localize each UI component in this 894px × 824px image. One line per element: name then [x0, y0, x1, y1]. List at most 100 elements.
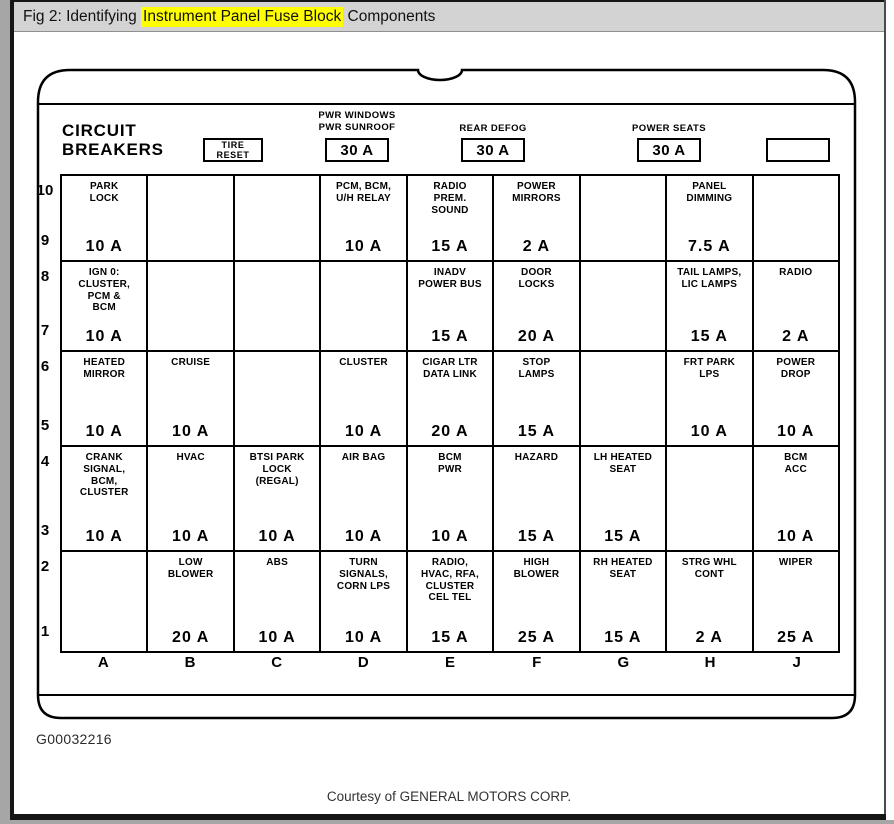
fuse-cell-a-10: PARK LOCK 10 A — [62, 176, 149, 262]
window-border-bottom — [10, 814, 886, 820]
fuse-amperage: 15 A — [431, 238, 469, 255]
fuse-label: PANEL DIMMING — [686, 181, 733, 204]
fuse-cell-f-10: POWER MIRRORS 2 A — [494, 176, 581, 262]
fuse-label: HAZARD — [514, 452, 559, 463]
fuse-label: RADIO — [779, 267, 813, 278]
fuse-label: HVAC — [176, 452, 205, 463]
column-letter-g: G — [617, 654, 630, 671]
fuse-cell-b-8 — [148, 262, 235, 352]
fuse-amperage: 15 A — [604, 528, 642, 545]
fuse-amperage: 15 A — [517, 423, 556, 440]
breaker-value: 30 A — [476, 141, 510, 159]
row-number-5: 5 — [40, 417, 50, 434]
fuse-cell-a-4: CRANK SIGNAL, BCM, CLUSTER 10 A — [62, 447, 149, 552]
fuse-cell-b-4: HVAC 10 A — [148, 447, 235, 552]
fuse-amperage: 20 A — [431, 423, 469, 440]
fuse-label: CIGAR LTR DATA LINK — [422, 357, 478, 380]
fuse-cell-g-4: LH HEATED SEAT 15 A — [580, 447, 668, 552]
fuse-cell-e-8: INADV POWER BUS 15 A — [407, 262, 495, 352]
breaker-label-line: POWER SEATS — [632, 123, 706, 134]
fuse-cell-j-10 — [753, 176, 840, 262]
fuse-cell-e-4: BCM PWR 10 A — [407, 447, 495, 552]
fuse-label: POWER MIRRORS — [512, 181, 561, 204]
breaker-box-power-seats: 30 A — [637, 138, 701, 162]
fuse-cell-a-8: IGN 0: CLUSTER, PCM & BCM 10 A — [62, 262, 149, 352]
fuse-cell-f-4: HAZARD 15 A — [494, 447, 581, 552]
fuse-label: BCM ACC — [784, 452, 808, 475]
fuse-row-pair-10-9: PARK LOCK 10 A PCM, BCM, U/H RELAY 10 A RADIO P… — [62, 176, 840, 262]
fuse-amperage: 7.5 A — [688, 238, 731, 255]
column-letter-f: F — [532, 654, 542, 671]
fuse-cell-f-2: HIGH BLOWER 25 A — [494, 552, 581, 653]
fuse-label: LOW BLOWER — [167, 557, 214, 580]
tire-reset-box: TIRE RESET — [203, 138, 263, 162]
fuse-cell-f-6: STOP LAMPS 15 A — [494, 352, 581, 447]
fuse-label: DOOR LOCKS — [518, 267, 555, 290]
fuse-label: PCM, BCM, U/H RELAY — [335, 181, 392, 204]
column-letter-a: A — [97, 654, 109, 671]
fuse-amperage: 15 A — [431, 629, 469, 646]
fuse-cell-g-8 — [580, 262, 668, 352]
breaker-label-line: REAR DEFOG — [459, 123, 527, 134]
fuse-cell-c-10 — [234, 176, 322, 262]
row-number-2: 2 — [40, 558, 50, 575]
fuse-label: TURN SIGNALS, CORN LPS — [336, 557, 391, 592]
fuse-amperage: 2 A — [782, 328, 810, 345]
window-shadow-bottom — [0, 820, 894, 824]
row-number-9: 9 — [40, 232, 50, 249]
fuse-amperage: 10 A — [431, 528, 469, 545]
column-letter-b: B — [184, 654, 196, 671]
breaker-box-rear-defog: 30 A — [461, 138, 525, 162]
tire-reset-line2: RESET — [216, 150, 250, 160]
column-letter-d: D — [357, 654, 369, 671]
fuse-cell-d-6: CLUSTER 10 A — [321, 352, 408, 447]
fuse-label: LH HEATED SEAT — [593, 452, 653, 475]
fuse-cell-d-8 — [321, 262, 408, 352]
fuse-cell-h-8: TAIL LAMPS, LIC LAMPS 15 A — [667, 262, 754, 352]
fuse-amperage: 10 A — [344, 629, 383, 646]
breaker-box-pwr-windows: 30 A — [325, 138, 389, 162]
fuse-label: TAIL LAMPS, LIC LAMPS — [677, 267, 742, 290]
fuse-cell-c-4: BTSI PARK LOCK (REGAL) 10 A — [234, 447, 322, 552]
fuse-amperage: 2 A — [522, 238, 551, 255]
fuse-cell-h-2: STRG WHL CONT 2 A — [667, 552, 754, 653]
row-number-7: 7 — [40, 322, 50, 339]
fuse-grid: PARK LOCK 10 A PCM, BCM, U/H RELAY 10 A RADIO P… — [60, 174, 840, 653]
figure-title-highlight: Instrument Panel Fuse Block — [141, 6, 344, 27]
fuse-amperage: 10 A — [258, 528, 296, 545]
fuse-amperage: 10 A — [85, 328, 123, 345]
fuse-cell-g-2: RH HEATED SEAT 15 A — [580, 552, 668, 653]
fuse-label: HEATED MIRROR — [83, 357, 126, 380]
circuit-breakers-line2: BREAKERS — [62, 140, 164, 160]
breaker-value: 30 A — [340, 141, 374, 159]
fuse-amperage: 15 A — [604, 629, 642, 646]
figure-id: G00032216 — [36, 731, 112, 747]
column-letter-h: H — [704, 654, 716, 671]
breaker-label-pwr-windows: PWR WINDOWS PWR SUNROOF — [292, 110, 422, 133]
breaker-label-rear-defog: REAR DEFOG — [428, 123, 558, 135]
fuse-cell-d-10: PCM, BCM, U/H RELAY 10 A — [321, 176, 408, 262]
fuse-amperage: 15 A — [517, 528, 556, 545]
fuse-cell-j-8: RADIO 2 A — [753, 262, 840, 352]
fuse-cell-e-2: RADIO, HVAC, RFA, CLUSTER CEL TEL 15 A — [407, 552, 495, 653]
breaker-label-power-seats: POWER SEATS — [604, 123, 734, 135]
circuit-breakers-title: CIRCUIT BREAKERS — [62, 121, 164, 159]
fuse-amperage: 2 A — [695, 629, 723, 646]
fuse-amperage: 10 A — [85, 423, 123, 440]
breaker-value: 30 A — [652, 141, 686, 159]
fuse-cell-b-2: LOW BLOWER 20 A — [148, 552, 235, 653]
fuse-cell-h-10: PANEL DIMMING 7.5 A — [667, 176, 754, 262]
fuse-cell-c-8 — [234, 262, 322, 352]
window-shadow-left — [0, 0, 10, 824]
fuse-amperage: 10 A — [258, 629, 296, 646]
fuse-amperage: 10 A — [85, 528, 123, 545]
fuse-cell-b-6: CRUISE 10 A — [148, 352, 235, 447]
fuse-cell-j-4: BCM ACC 10 A — [753, 447, 840, 552]
fuse-cell-j-6: POWER DROP 10 A — [753, 352, 840, 447]
fuse-row-pair-8-7: IGN 0: CLUSTER, PCM & BCM 10 A INADV POWER BUS… — [62, 262, 840, 352]
fuse-label: CLUSTER — [339, 357, 388, 368]
row-number-1: 1 — [40, 623, 50, 640]
fuse-amperage: 20 A — [172, 629, 210, 646]
fuse-label: ABS — [266, 557, 288, 568]
column-letter-e: E — [444, 654, 455, 671]
